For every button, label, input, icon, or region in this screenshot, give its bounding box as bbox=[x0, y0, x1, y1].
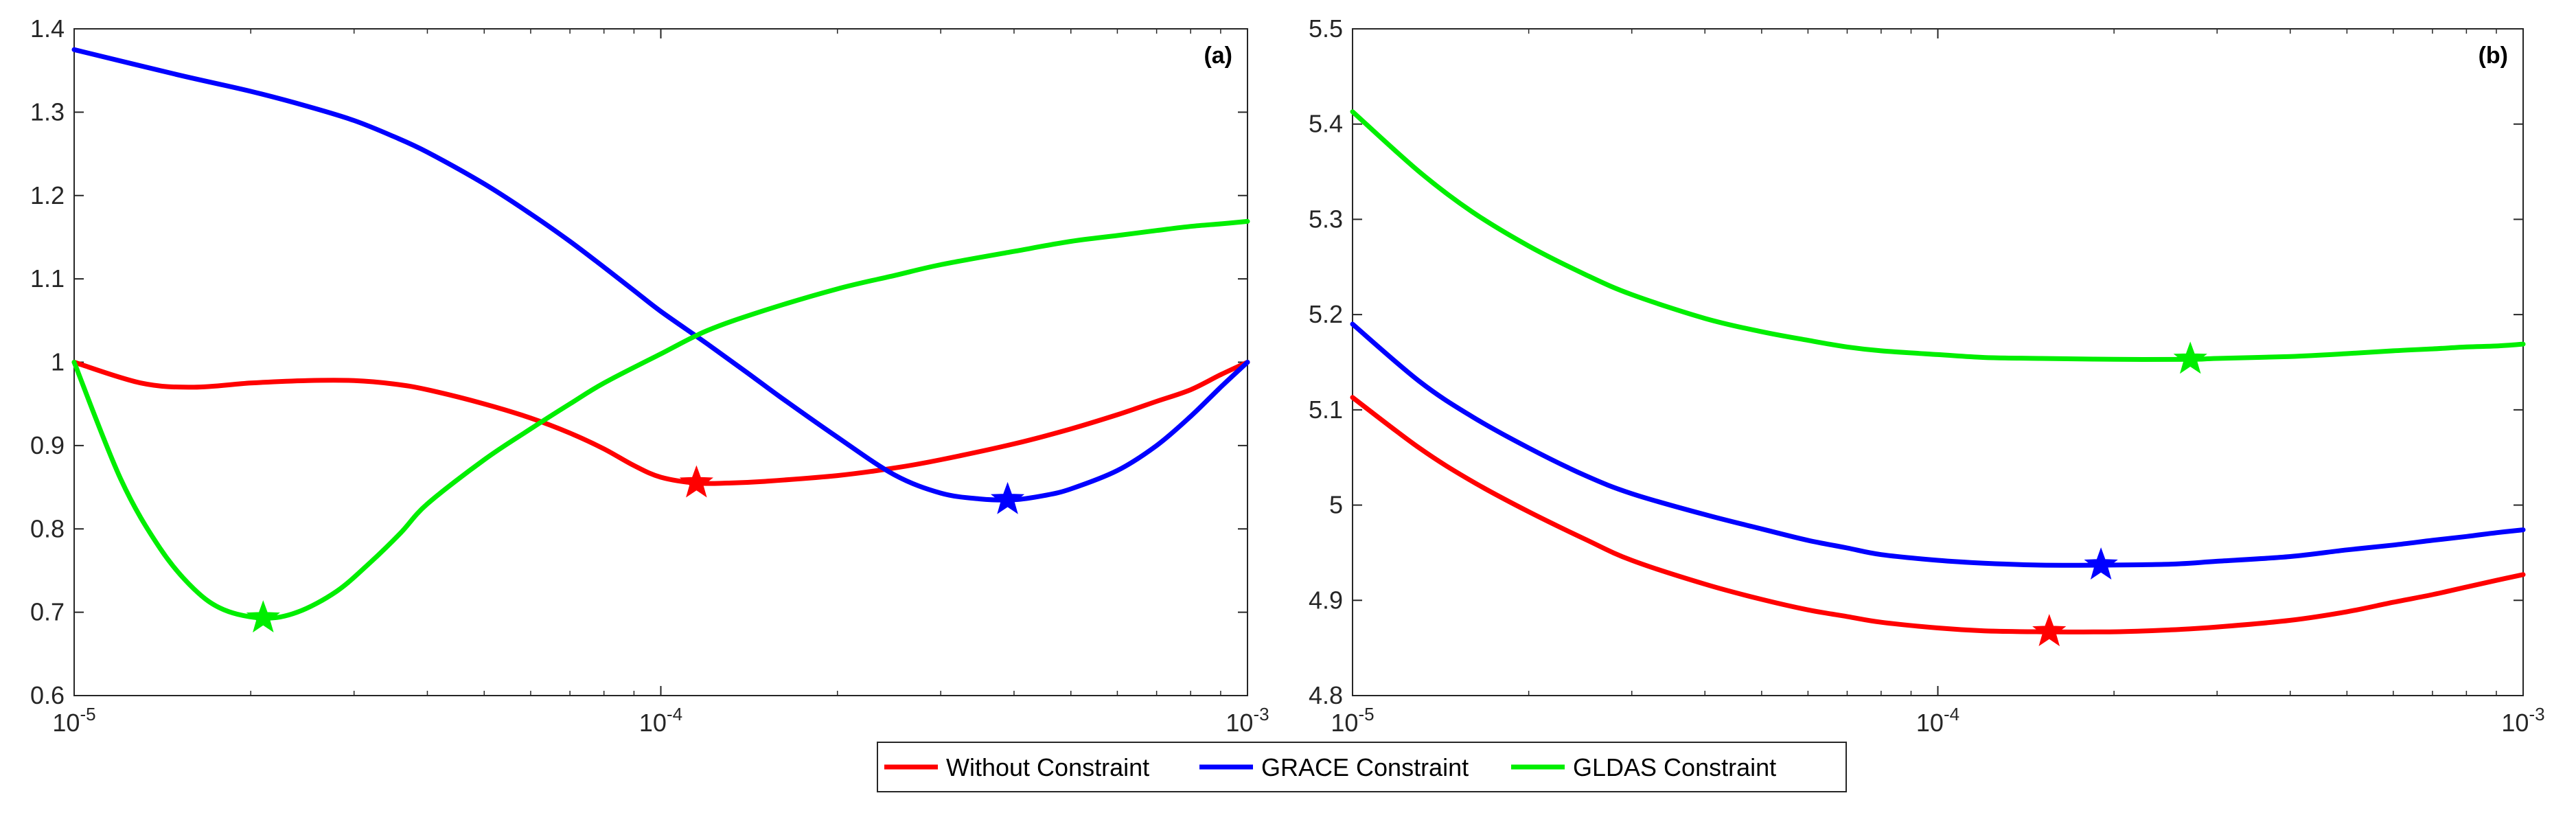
legend-label-without-constraint: Without Constraint bbox=[946, 753, 1149, 781]
plot-area bbox=[1352, 28, 2524, 696]
y-tick-label: 4.9 bbox=[1309, 586, 1343, 614]
legend-label-grace-constraint: GRACE Constraint bbox=[1261, 753, 1469, 781]
optimum-star-grace-constraint bbox=[990, 481, 1025, 514]
y-tick-label: 5.1 bbox=[1309, 396, 1343, 424]
y-tick-label: 5 bbox=[1329, 491, 1343, 519]
optimum-star-gldas-constraint bbox=[246, 600, 280, 633]
y-tick-label: 5.3 bbox=[1309, 205, 1343, 233]
panel-label: (a) bbox=[1204, 43, 1232, 69]
series-line-without-constraint bbox=[71, 360, 1250, 486]
panel-label: (b) bbox=[2479, 43, 2508, 69]
series-line-without-constraint bbox=[1350, 395, 2526, 634]
x-tick-label: 10-5 bbox=[1331, 704, 1374, 737]
y-tick-label: 5.2 bbox=[1309, 300, 1343, 328]
x-tick-label: 10-3 bbox=[2501, 704, 2544, 737]
series-line-grace-constraint bbox=[71, 47, 1250, 503]
plot-area bbox=[73, 28, 1248, 696]
y-tick-label: 0.8 bbox=[30, 514, 65, 542]
y-tick-label: 0.7 bbox=[30, 598, 65, 626]
x-tick-label: 10-4 bbox=[639, 704, 682, 737]
panel-a: 0.6 0.7 0.8 0.9 1 1.1 1.2 1.3 1.4 10-5 10-4 10-3 (a) bbox=[30, 14, 1269, 737]
x-tick-label: 10-5 bbox=[52, 704, 95, 737]
y-tick-label: 1 bbox=[51, 348, 65, 376]
y-tick-label: 1.4 bbox=[30, 14, 65, 43]
y-tick-label: 5.5 bbox=[1309, 14, 1343, 43]
y-tick-label: 5.4 bbox=[1309, 110, 1343, 138]
y-tick-label: 4.8 bbox=[1309, 681, 1343, 709]
x-tick-label: 10-3 bbox=[1226, 704, 1269, 737]
optimum-star-gldas-constraint bbox=[2173, 341, 2207, 374]
legend: Without Constraint GRACE Constraint GLDAS … bbox=[877, 742, 1847, 792]
series-line-grace-constraint bbox=[1350, 321, 2526, 568]
legend-box bbox=[877, 742, 1847, 792]
series-line-gldas-constraint bbox=[1350, 109, 2526, 363]
y-tick-label: 1.1 bbox=[30, 264, 65, 293]
optimum-star-grace-constraint bbox=[2084, 547, 2118, 580]
optimum-star-without-constraint bbox=[2032, 614, 2067, 647]
y-tick-label: 1.2 bbox=[30, 181, 65, 209]
optimum-star-without-constraint bbox=[679, 465, 713, 498]
x-tick-label: 10-4 bbox=[1916, 704, 1959, 737]
y-tick-label: 0.9 bbox=[30, 431, 65, 459]
series-line-gldas-constraint bbox=[71, 218, 1250, 621]
legend-label-gldas-constraint: GLDAS Constraint bbox=[1573, 753, 1776, 781]
y-tick-label: 1.3 bbox=[30, 98, 65, 126]
panel-b: 4.8 4.9 5 5.1 5.2 5.3 5.4 5.5 10-5 10-4 10-3 (b) bbox=[1309, 14, 2545, 737]
y-tick-label: 0.6 bbox=[30, 681, 65, 709]
